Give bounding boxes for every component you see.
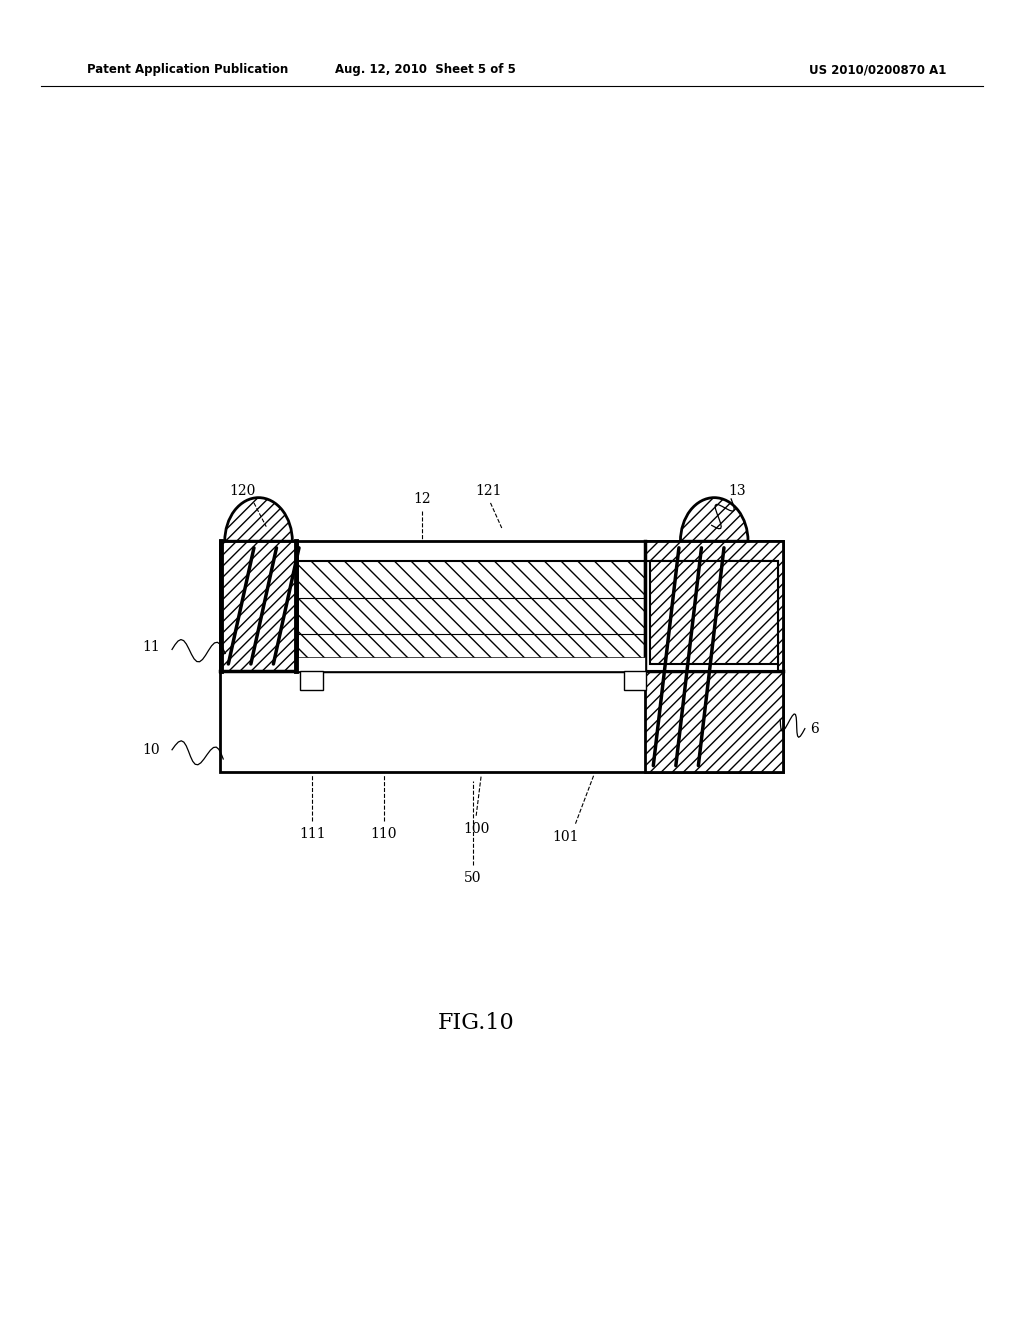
Text: US 2010/0200870 A1: US 2010/0200870 A1 xyxy=(809,63,946,77)
Wedge shape xyxy=(680,498,748,541)
Bar xyxy=(220,541,783,772)
Bar xyxy=(624,671,646,690)
Text: 111: 111 xyxy=(299,828,326,841)
Text: 101: 101 xyxy=(552,830,579,843)
Wedge shape xyxy=(225,498,293,541)
Text: 10: 10 xyxy=(142,743,161,756)
Text: 120: 120 xyxy=(229,484,256,498)
Text: 100: 100 xyxy=(463,822,489,836)
Text: 11: 11 xyxy=(142,640,161,653)
Text: 50: 50 xyxy=(464,871,482,884)
Bar xyxy=(645,561,778,671)
Text: Aug. 12, 2010  Sheet 5 of 5: Aug. 12, 2010 Sheet 5 of 5 xyxy=(335,63,515,77)
Text: 110: 110 xyxy=(371,828,397,841)
Bar xyxy=(300,671,323,690)
Bar xyxy=(297,561,645,671)
Text: 12: 12 xyxy=(413,492,431,506)
Text: FIG.10: FIG.10 xyxy=(438,1012,514,1034)
Bar xyxy=(297,657,645,671)
Bar xyxy=(650,561,778,664)
Text: Patent Application Publication: Patent Application Publication xyxy=(87,63,289,77)
Text: 121: 121 xyxy=(475,484,502,498)
Bar xyxy=(220,541,297,671)
Bar xyxy=(645,541,783,772)
Text: 6: 6 xyxy=(810,722,818,735)
Text: 13: 13 xyxy=(728,484,746,498)
